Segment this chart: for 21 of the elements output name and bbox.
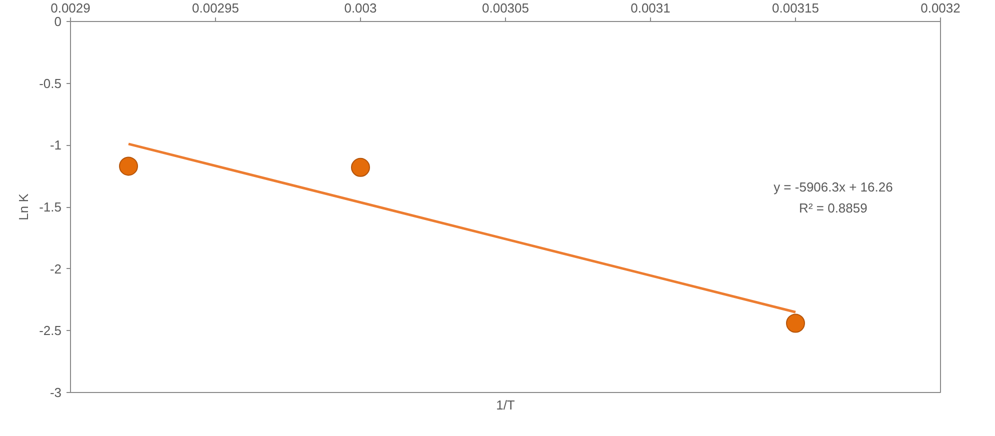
x-tick-label: 0.003 [344, 0, 377, 16]
x-axis-title: 1/T [496, 398, 515, 412]
annotation: R² = 0.8859 [799, 200, 868, 216]
point [351, 158, 370, 177]
y-tick-label: -2 [50, 261, 62, 276]
x-tick-label: 0.0031 [630, 0, 670, 16]
y-tick-label: -1 [50, 138, 62, 153]
x-tick-label: 0.00305 [482, 0, 530, 16]
y-axis-title: Ln K [16, 193, 32, 220]
point [786, 314, 805, 333]
x-tick-label: 0.0029 [50, 0, 90, 16]
x-tick-label: 0.00295 [192, 0, 240, 16]
y-tick-label: 0 [54, 14, 62, 29]
y-tick-label: -1.5 [39, 200, 62, 214]
y-tick-label: -3 [50, 385, 62, 400]
annotation: y = -5906.3x + 16.26 [774, 180, 893, 195]
x-tick-label: 0.0032 [920, 0, 960, 16]
x-tick-label: 0.00315 [772, 0, 820, 16]
point [119, 156, 138, 176]
y-tick-label: -2.5 [39, 323, 62, 338]
y-tick-label: -0.5 [39, 76, 62, 91]
